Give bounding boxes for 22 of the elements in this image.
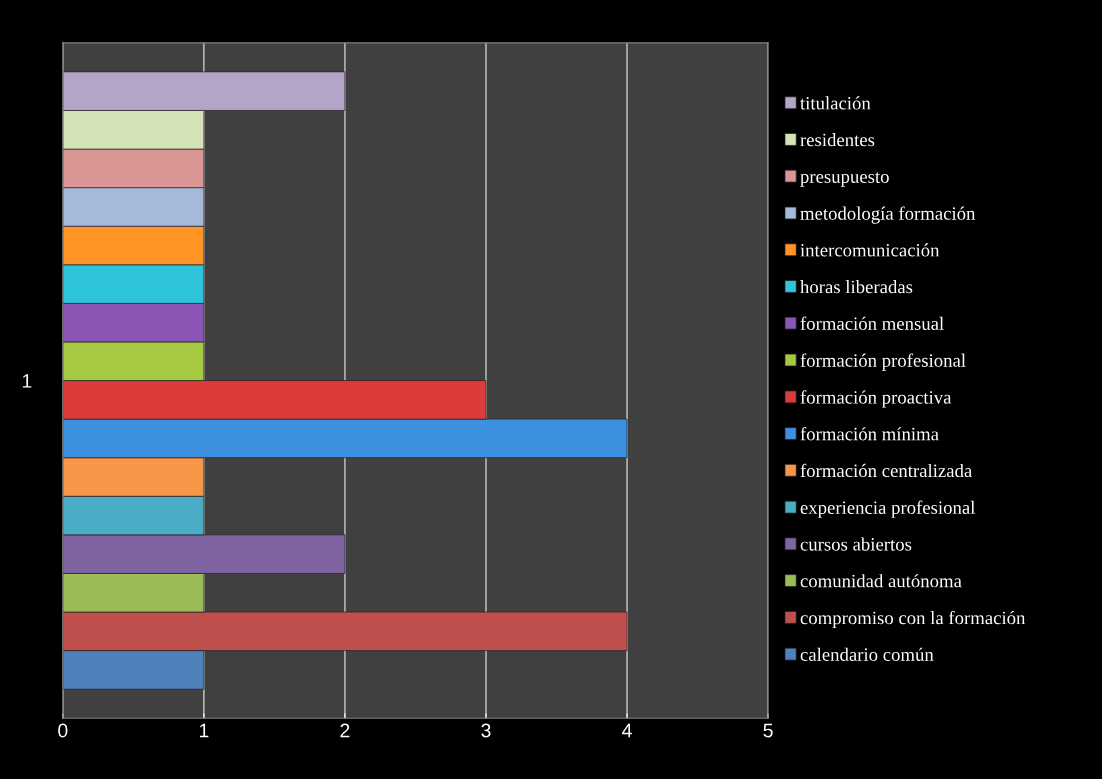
legend-label: formación profesional [800,353,966,371]
x-tick-label: 5 [763,723,773,738]
x-tick-label: 4 [622,723,632,738]
legend-label: calendario común [800,647,934,661]
legend-label: residentes [800,133,875,147]
legend-label: intercomunicación [800,243,940,257]
legend-label: formación centralizada [800,463,973,478]
x-tick-label: 3 [481,723,491,738]
legend-label: titulación [800,96,871,110]
legend-label: metodología formación [800,206,976,224]
x-tick-label: 0 [58,723,68,738]
legend-label: comunidad autónoma [800,574,962,588]
x-tick-label: 2 [340,723,350,738]
legend-label: horas liberadas [800,280,913,294]
legend-label: formación mínima [800,427,939,441]
legend-label: presupuesto [800,172,889,187]
legend-label: compromiso con la formación [800,610,1026,629]
legend-label: formación proactiva [800,390,952,408]
legend-label: formación mensual [800,316,944,330]
x-tick-label: 1 [199,723,209,738]
legend-label: cursos abiertos [800,537,912,551]
legend-label: experiencia profesional [800,500,976,518]
